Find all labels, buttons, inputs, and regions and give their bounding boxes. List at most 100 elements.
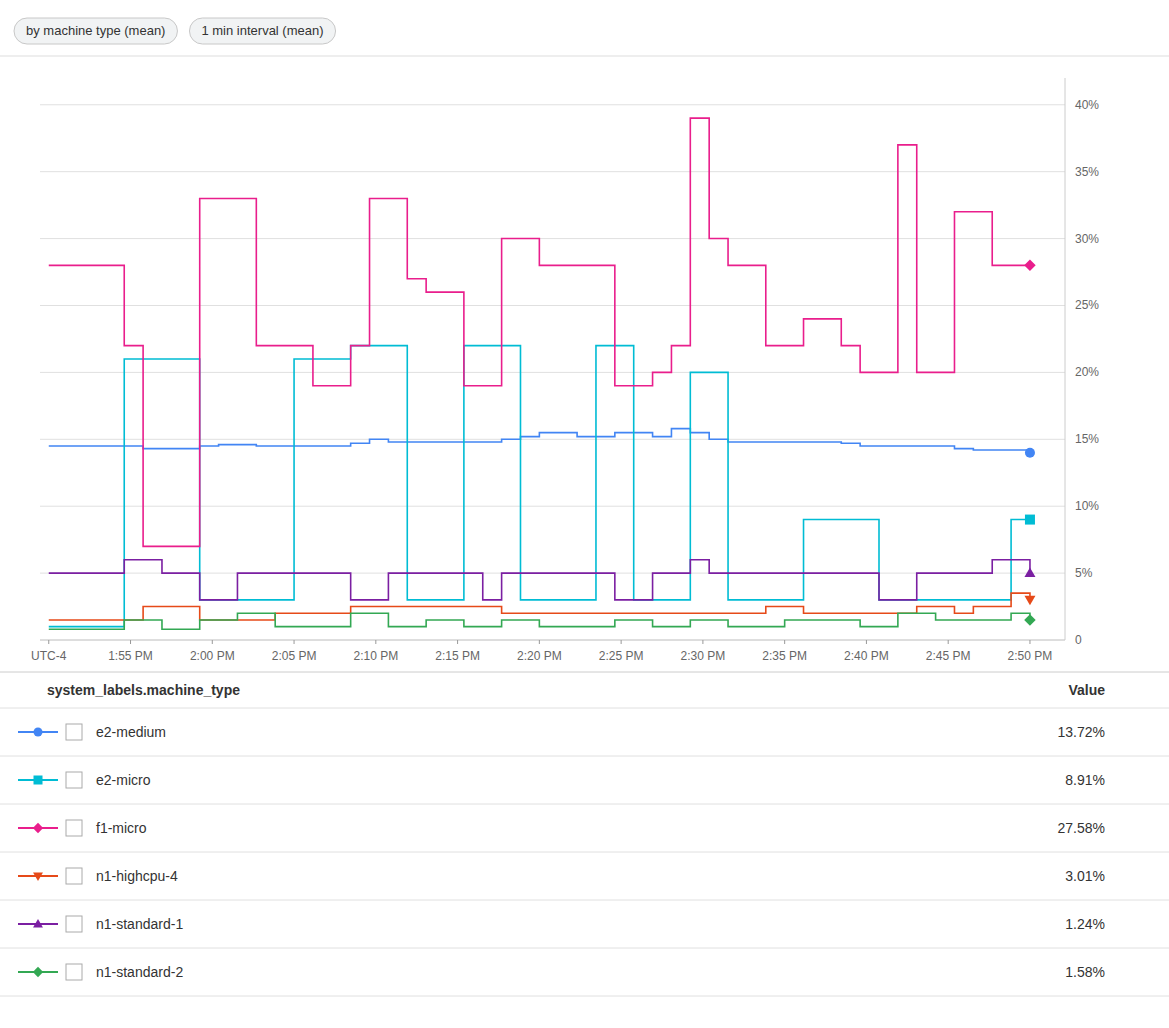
- x-tick: [784, 640, 785, 644]
- legend-label: n1-highcpu-4: [96, 868, 178, 884]
- legend-marker: [33, 967, 43, 977]
- x-tick-label: 2:20 PM: [517, 649, 562, 663]
- x-tick: [702, 640, 703, 644]
- legend-row-separator: [0, 708, 1169, 709]
- x-axis-line: [40, 640, 1065, 641]
- y-tick-label: 15%: [1075, 432, 1099, 446]
- legend-marker: [33, 823, 43, 833]
- endpoint-marker: [1024, 568, 1035, 578]
- x-tick: [457, 640, 458, 644]
- x-tick-label: 2:35 PM: [762, 649, 807, 663]
- legend-value: 1.24%: [1065, 916, 1105, 932]
- series-line: [49, 593, 1030, 620]
- legend-value: 27.58%: [1058, 820, 1105, 836]
- legend-checkbox: [66, 820, 82, 836]
- filter-tag: 1 min interval (mean): [189, 18, 335, 44]
- x-tick-label: 2:00 PM: [190, 649, 235, 663]
- legend-row-separator: [0, 948, 1169, 949]
- legend-row-separator: [0, 756, 1169, 757]
- endpoint-marker: [1025, 448, 1035, 458]
- series-line: [49, 346, 1030, 627]
- legend-checkbox: [66, 964, 82, 980]
- endpoint-marker: [1024, 260, 1036, 272]
- x-tick: [294, 640, 295, 644]
- legend-item: n1-highcpu-4 3.01%: [18, 868, 1105, 884]
- x-tick-label: UTC-4: [31, 649, 67, 663]
- legend-row-separator: [0, 900, 1169, 901]
- legend-label: f1-micro: [96, 820, 147, 836]
- series-line: [49, 613, 1030, 629]
- legend-marker: [33, 919, 43, 928]
- legend-item: f1-micro 27.58%: [18, 820, 1105, 836]
- legend-value: 1.58%: [1065, 964, 1105, 980]
- legend-item: e2-medium13.72%: [18, 724, 1105, 740]
- grid-line: [40, 640, 1065, 641]
- legend-row-separator: [0, 804, 1169, 805]
- y-tick-label: 10%: [1075, 499, 1099, 513]
- y-tick-label: 40%: [1075, 98, 1099, 112]
- grid-line: [40, 238, 1065, 239]
- y-tick-label: 20%: [1075, 365, 1099, 379]
- legend-marker: [33, 872, 43, 881]
- endpoint-marker: [1024, 596, 1035, 606]
- grid-line: [40, 372, 1065, 373]
- legend-checkbox: [66, 772, 82, 788]
- endpoint-marker: [1024, 614, 1036, 626]
- filter-tag: by machine type (mean): [14, 18, 177, 44]
- grid-line: [40, 171, 1065, 172]
- legend-marker: [34, 776, 43, 785]
- legend-checkbox: [66, 724, 82, 740]
- legend-label: e2-medium: [96, 724, 166, 740]
- legend-header: system_labels.machine_type: [47, 682, 240, 698]
- legend-label: n1-standard-2: [96, 964, 183, 980]
- x-tick: [539, 640, 540, 644]
- legend-value: 8.91%: [1065, 772, 1105, 788]
- x-tick: [130, 640, 131, 644]
- series-line: [49, 560, 1030, 600]
- legend-row-separator: [0, 852, 1169, 853]
- y-grid: [40, 105, 1065, 640]
- x-tick-label: 2:05 PM: [272, 649, 317, 663]
- x-tick: [866, 640, 867, 644]
- x-tick: [48, 640, 49, 644]
- x-tick: [212, 640, 213, 644]
- grid-line: [40, 305, 1065, 306]
- y-tick-label: 30%: [1075, 232, 1099, 246]
- x-tick-label: 2:45 PM: [926, 649, 971, 663]
- legend-label: e2-micro: [96, 772, 151, 788]
- endpoint-marker: [1025, 515, 1035, 525]
- x-tick-label: 2:25 PM: [599, 649, 644, 663]
- x-tick-label: 2:50 PM: [1008, 649, 1053, 663]
- x-tick: [375, 640, 376, 644]
- x-tick-label: 2:10 PM: [353, 649, 398, 663]
- background: [0, 0, 1169, 1028]
- filter-tag-box: [14, 18, 177, 44]
- tag-separator: [0, 56, 1169, 57]
- legend-checkbox: [66, 916, 82, 932]
- legend-value: 3.01%: [1065, 868, 1105, 884]
- legend: system_labels.machine_type Value e2-medium…: [0, 672, 1169, 996]
- grid-line: [40, 439, 1065, 440]
- legend-marker: [34, 728, 43, 737]
- legend-column-header: Value: [1068, 682, 1105, 698]
- filter-tag-box: [189, 18, 335, 44]
- x-tick: [1029, 640, 1030, 644]
- filter-tag-text: by machine type (mean): [26, 23, 165, 38]
- plot-area: [49, 118, 1036, 629]
- legend-separator: [0, 672, 1169, 673]
- legend-item: n1-standard-2 1.58%: [18, 964, 1105, 980]
- chart: by machine type (mean) 1 min interval (me…: [0, 0, 1169, 1028]
- y-tick-label: 25%: [1075, 298, 1099, 312]
- series-line: [49, 429, 1030, 453]
- x-tick-label: 2:40 PM: [844, 649, 889, 663]
- x-tick-label: 2:30 PM: [681, 649, 726, 663]
- x-tick: [948, 640, 949, 644]
- filter-tag-text: 1 min interval (mean): [201, 23, 323, 38]
- y-tick-label: 0: [1075, 633, 1082, 647]
- x-tick-label: 1:55 PM: [108, 649, 153, 663]
- legend-checkbox: [66, 868, 82, 884]
- grid-line: [40, 506, 1065, 507]
- x-tick-label: 2:15 PM: [435, 649, 480, 663]
- y-tick-label: 5%: [1075, 566, 1093, 580]
- legend-item: n1-standard-11.24%: [18, 916, 1105, 932]
